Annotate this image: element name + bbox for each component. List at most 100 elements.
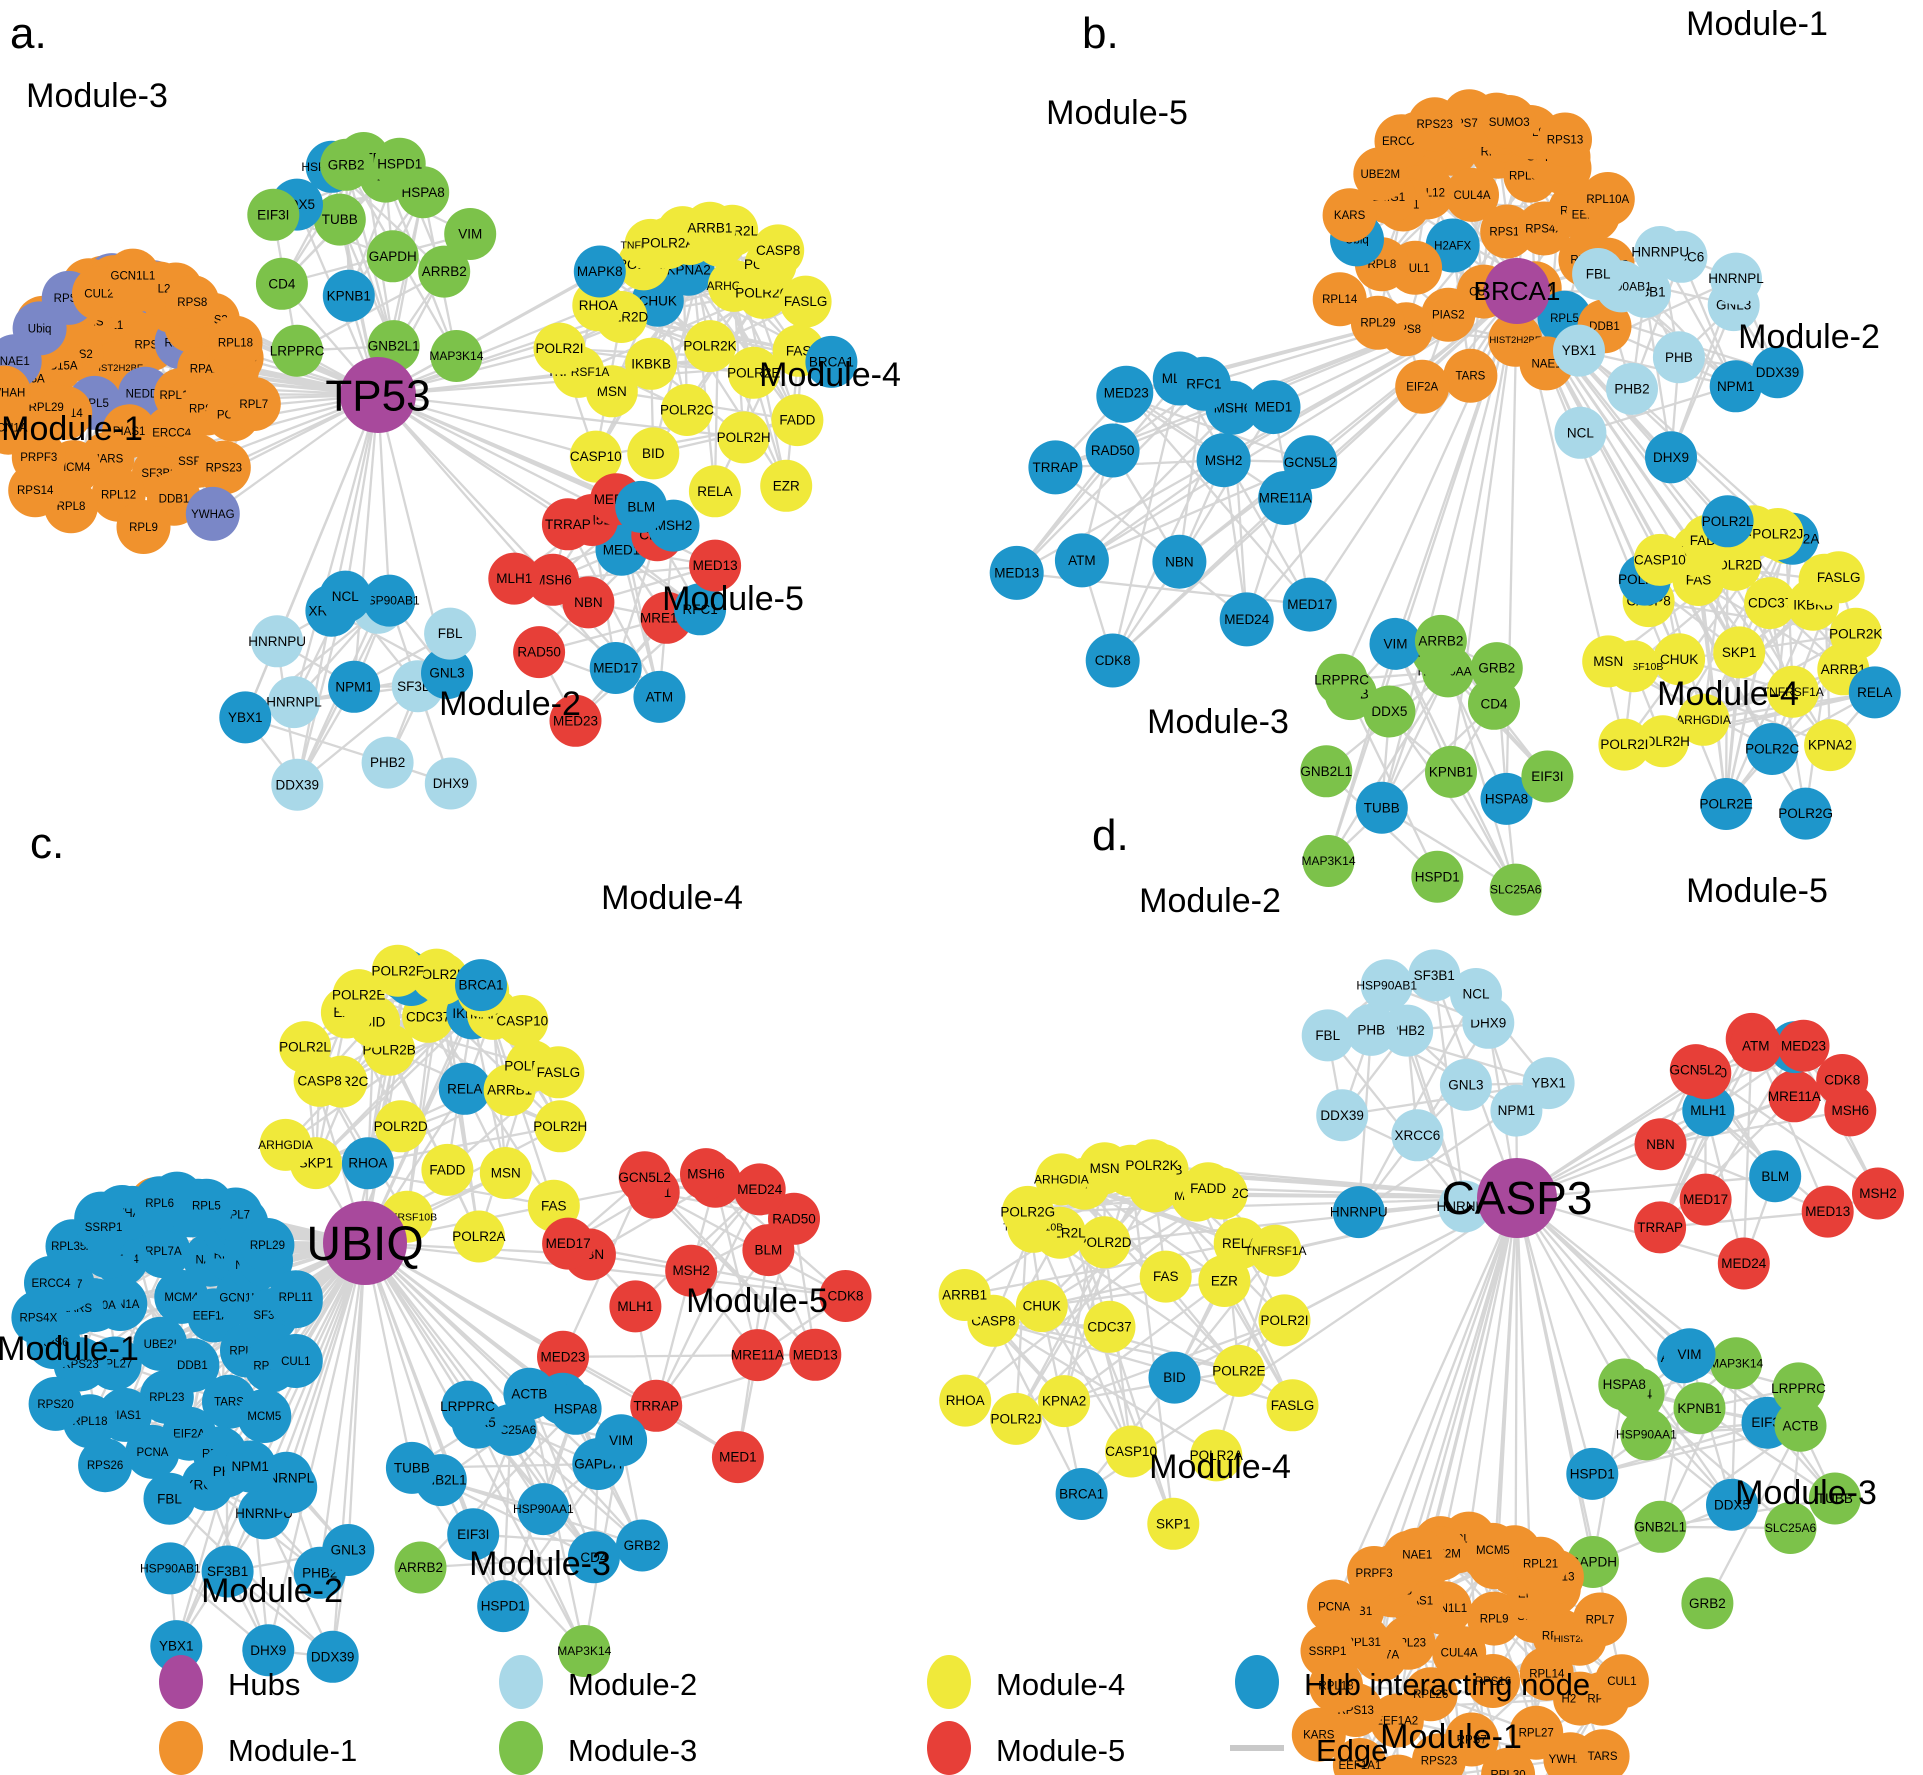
legend-swatch [927, 1721, 971, 1775]
node-label: ARRB1 [1821, 662, 1866, 677]
node-label: HSPA8 [402, 185, 445, 200]
node-circle [313, 193, 366, 246]
node-fbl: FBL [424, 607, 477, 660]
node-kars: KARS [1322, 188, 1377, 243]
node-rpl18: RPL18 [208, 315, 263, 370]
node-circle [1028, 440, 1083, 495]
node-rps16: RPS16 [1466, 1654, 1520, 1708]
node-label: HSPA8 [1603, 1377, 1646, 1392]
node-label: MED1 [719, 1450, 757, 1465]
hub-label: CASP3 [1442, 1172, 1593, 1224]
node-circle [24, 1255, 78, 1310]
node-med13: MED13 [689, 539, 742, 592]
node-circle [1751, 346, 1804, 399]
node-circle [185, 486, 240, 541]
node-label: GNB2L1 [368, 339, 420, 354]
node-circle [1677, 693, 1730, 746]
node-map3k14: MAP3K14 [557, 1625, 612, 1677]
node-lrpprc: LRPPRC [440, 1380, 495, 1433]
node-circle [1414, 614, 1467, 667]
node-mcm5: MCM5 [237, 1389, 292, 1443]
node-label: RPS23 [206, 463, 242, 475]
node-label: MRE11A [1768, 1089, 1821, 1104]
node-label: KPNA2 [1042, 1394, 1086, 1409]
node-label: MLH1 [617, 1299, 653, 1314]
node-label: RPL6 [145, 1198, 174, 1210]
node-label: NBN [574, 595, 603, 610]
node-ikbkb: IKBKB [625, 337, 678, 390]
node-circle [1513, 1536, 1568, 1591]
node-circle [1466, 1654, 1520, 1708]
cluster-casp3-module-4: POLR2BPOLR2DPOLR2FFASPOLR2LMAPK8CDC37POL… [938, 1139, 1319, 1550]
node-rps26: RPS26 [78, 1438, 133, 1493]
node-hnrnpl: HNRNPL [266, 676, 322, 729]
node-circle [569, 430, 622, 483]
node-label: CASP8 [756, 243, 800, 258]
node-circle [1700, 778, 1753, 830]
node-circle [1681, 1577, 1734, 1630]
node-circle [1598, 718, 1651, 771]
node-label: RPS14 [17, 485, 54, 497]
node-rpl7: RPL7 [1573, 1592, 1627, 1647]
node-skp1: SKP1 [1713, 626, 1766, 679]
node-label: MED23 [540, 1349, 585, 1364]
node-circle [558, 1625, 611, 1677]
hub-ubiq: UBIQ [306, 1201, 424, 1285]
node-npm1: NPM1 [1709, 360, 1762, 413]
node-med23: MED23 [1777, 1019, 1830, 1072]
node-circle [684, 320, 736, 373]
label-casp3-module-2: Module-2 [1139, 882, 1281, 920]
node-kpna2: KPNA2 [1038, 1375, 1091, 1428]
node-label: CDK8 [1824, 1073, 1860, 1088]
node-circle [1633, 533, 1686, 586]
node-arhgdia: ARHGDIA [1034, 1153, 1089, 1206]
node-label: LRPPRC [440, 1399, 495, 1414]
node-label: MED23 [1104, 385, 1149, 400]
node-casp8: CASP8 [752, 224, 805, 277]
node-circle [477, 1580, 530, 1633]
node-circle [361, 736, 414, 789]
node-cdk8: CDK8 [819, 1270, 872, 1322]
node-label: MED23 [553, 713, 598, 728]
node-label: POLR2E [727, 365, 780, 380]
node-label: POLR2H [533, 1119, 587, 1134]
node-rpl5: RPL5 [179, 1178, 234, 1233]
node-circle [1582, 635, 1635, 688]
node-circle [237, 1389, 292, 1443]
node-circle [1369, 617, 1422, 670]
legend-item-hub-interacting-node: Hub interacting node [1235, 1655, 1590, 1709]
node-circle [259, 1118, 312, 1171]
node-label: RPL5 [192, 1201, 221, 1213]
node-label: POLR2C [1745, 742, 1799, 757]
node-label: PHB2 [302, 1565, 337, 1580]
node-label: MED24 [1721, 1256, 1767, 1271]
node-circle [1258, 1294, 1311, 1347]
node-circle [1620, 1408, 1673, 1461]
node-circle [542, 1217, 595, 1270]
node-circle [527, 553, 579, 606]
node-label: FASLG [1271, 1398, 1315, 1413]
node-label: SKP1 [1722, 645, 1757, 660]
node-rps8: RPS8 [165, 275, 220, 330]
node-actb: ACTB [503, 1367, 556, 1420]
node-label: RFC1 [1186, 376, 1221, 391]
node-circle [1634, 1118, 1687, 1171]
node-label: NPM1 [1717, 379, 1755, 394]
node-circle [630, 1379, 683, 1432]
node-cul1: CUL1 [1594, 1654, 1649, 1709]
node-circle [322, 1524, 375, 1576]
node-label: GNB2L1 [1300, 764, 1352, 779]
node-arrb1: ARRB1 [938, 1269, 991, 1321]
node-label: SLC25A6 [1490, 883, 1542, 897]
node-circle [1829, 607, 1882, 660]
node-label: DDX39 [1756, 365, 1800, 380]
node-label: MSH2 [655, 518, 693, 533]
node-label: TARS [1455, 371, 1485, 383]
node-label: ARRB2 [422, 264, 467, 279]
node-circle [1634, 1500, 1687, 1553]
node-circle [533, 322, 586, 375]
node-label: BRCA1 [458, 978, 503, 993]
node-label: MCM4 [164, 1292, 198, 1304]
cluster-tp53-module-4: KPNA2CDC37ARHGDIACHUKSKP1POLR2KPOLR2JPOL… [533, 201, 858, 518]
node-label: MAP3K14 [429, 349, 483, 363]
